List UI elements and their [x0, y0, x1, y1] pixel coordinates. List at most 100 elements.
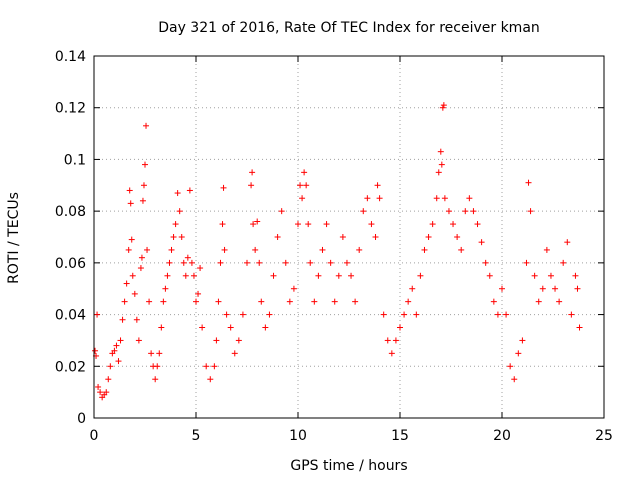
y-axis-label: ROTI / TECUs	[6, 192, 22, 284]
axis-ticks: 0 5 10 15 20 25 0 0.02 0.04 0.06 0.08 0.1 0.12 0.14	[55, 49, 613, 444]
data-point	[572, 272, 579, 279]
data-point	[323, 221, 330, 228]
data-point	[126, 187, 133, 194]
data-point	[154, 363, 161, 370]
data-point	[515, 350, 522, 357]
data-point	[372, 234, 379, 240]
data-point	[556, 298, 563, 305]
data-point	[195, 290, 202, 297]
data-point	[199, 324, 206, 331]
y-tick-label: 0.14	[55, 49, 86, 65]
data-point	[531, 272, 538, 279]
data-point	[535, 298, 542, 305]
data-point	[262, 324, 269, 331]
data-point	[425, 234, 432, 240]
data-point	[92, 347, 99, 354]
data-point	[184, 254, 191, 261]
data-point	[525, 179, 532, 186]
data-point	[445, 208, 452, 215]
data-point	[190, 272, 197, 279]
data-point	[244, 259, 250, 266]
data-point	[127, 200, 134, 207]
data-point	[348, 272, 355, 279]
data-point	[193, 298, 199, 305]
data-point	[188, 259, 195, 266]
data-point	[117, 337, 124, 344]
data-point	[128, 236, 135, 243]
y-tick-label: 0.12	[55, 101, 86, 117]
data-point	[249, 169, 256, 176]
data-point	[158, 324, 165, 331]
data-point	[172, 221, 179, 228]
data-point	[282, 259, 289, 266]
data-point	[305, 221, 312, 228]
data-point	[231, 350, 238, 357]
data-point	[413, 311, 420, 318]
x-axis-label: GPS time / hours	[290, 458, 407, 474]
data-point	[148, 350, 155, 357]
data-point	[547, 272, 554, 279]
data-point	[223, 311, 230, 318]
data-point	[139, 197, 146, 204]
data-point	[174, 190, 181, 197]
data-point	[135, 337, 142, 344]
data-point	[121, 298, 128, 305]
x-tick-label: 5	[192, 428, 201, 444]
data-point	[164, 272, 171, 279]
data-point	[438, 161, 445, 168]
data-point	[474, 221, 481, 228]
data-point	[405, 298, 412, 305]
data-point	[97, 389, 104, 396]
data-point	[266, 311, 273, 318]
data-point	[220, 184, 227, 191]
data-point	[113, 342, 120, 349]
data-point	[560, 259, 567, 266]
data-point	[115, 358, 122, 365]
data-point	[435, 169, 442, 176]
y-tick-label: 0.04	[55, 308, 86, 324]
data-point	[248, 182, 255, 189]
data-point	[327, 259, 334, 266]
data-point	[429, 221, 436, 228]
data-point	[143, 122, 150, 129]
data-point	[503, 311, 510, 318]
data-point	[95, 383, 102, 390]
data-point	[299, 195, 306, 202]
data-point	[290, 285, 297, 292]
y-tick-label: 0.02	[55, 359, 86, 375]
data-point	[105, 376, 112, 383]
data-point	[409, 285, 416, 292]
data-point	[301, 169, 308, 176]
data-point	[239, 311, 246, 318]
data-point	[235, 337, 242, 344]
data-point	[466, 195, 473, 202]
data-point	[152, 376, 159, 383]
data-point	[270, 272, 277, 279]
data-point	[478, 239, 485, 246]
data-point	[454, 234, 461, 240]
data-point	[94, 311, 101, 318]
data-point	[133, 316, 140, 323]
data-point	[142, 161, 148, 168]
data-point	[274, 234, 281, 240]
x-tick-label: 20	[493, 428, 511, 444]
data-point	[499, 285, 505, 292]
data-point	[437, 148, 444, 155]
data-point	[380, 311, 387, 318]
x-tick-label: 10	[289, 428, 307, 444]
data-point	[360, 208, 367, 215]
data-point	[343, 259, 350, 266]
data-point	[213, 337, 220, 344]
data-point	[140, 182, 147, 189]
data-point	[376, 195, 383, 202]
data-point	[523, 259, 530, 266]
data-point	[182, 272, 189, 279]
data-point	[397, 324, 403, 331]
data-point	[364, 195, 371, 202]
data-point	[568, 311, 575, 318]
x-tick-label: 15	[391, 428, 409, 444]
data-point	[123, 280, 130, 287]
data-point	[392, 337, 399, 344]
data-point	[450, 221, 457, 228]
